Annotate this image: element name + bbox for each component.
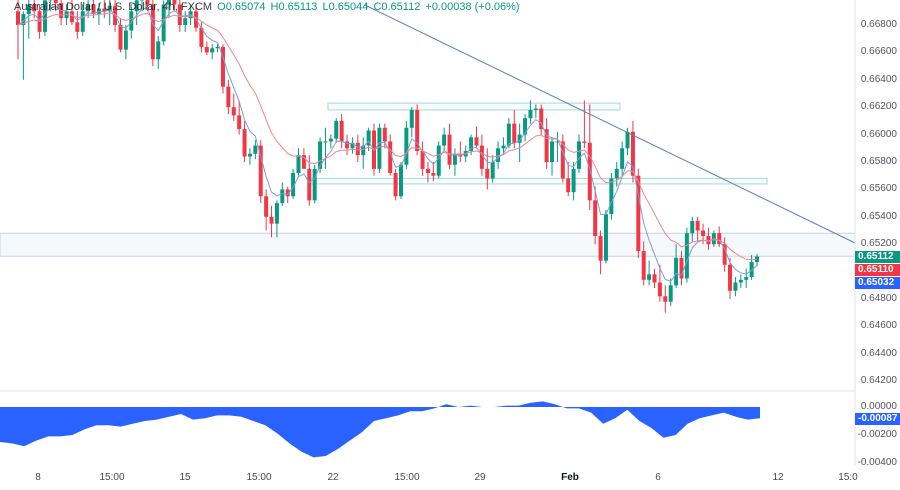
price-tag: 0.65110 [855,264,900,276]
price-axis-label: 0.65400 [860,210,897,222]
oscillator-axis-label: 0.00000 [860,401,897,412]
chart-legend: Australian Dollar / U.S. Dollar, 4h, FXC… [14,0,520,14]
price-axis-label: 0.65200 [860,238,897,250]
price-axis-label: 0.64800 [860,293,897,304]
time-axis-label: 15:0 [838,472,858,483]
oscillator-value-tag: -0.00087 [855,413,900,426]
price-tag: 0.65032 [855,277,900,289]
trendline[interactable] [364,4,856,244]
time-axis-label: 15 [179,472,191,483]
price-axis-label: 0.66800 [860,19,897,30]
time-axis-label: 15:00 [394,472,420,483]
symbol-title[interactable]: Australian Dollar / U.S. Dollar, 4h, FXC… [14,1,213,13]
price-axis-label: 0.65800 [860,156,897,167]
support-box[interactable] [309,177,768,185]
price-axis-label: 0.66200 [860,101,897,113]
legend-low: L0.65044 [322,1,369,13]
resistance-box[interactable] [327,102,621,111]
price-tag: 0.65112 [855,251,900,263]
oscillator-axis-label: -0.00400 [857,457,897,468]
legend-close: C0.65112 [373,1,421,13]
price-axis-label: 0.66400 [860,73,897,85]
range-zone[interactable] [0,232,856,257]
time-axis-label: Feb [561,472,579,483]
moving-averages [17,5,758,283]
legend-high: H0.65113 [270,1,318,13]
time-axis-label: 6 [655,472,661,483]
time-axis-label: 22 [327,472,339,483]
price-axis-label: 0.64600 [860,320,897,332]
price-axis-label: 0.65600 [860,183,897,195]
time-axis-label: 29 [474,472,486,483]
time-axis-label: 15:00 [246,472,272,483]
legend-change: +0.00038 (+0.06%) [425,1,520,13]
price-axis-label: 0.66000 [860,128,897,140]
time-axis-label: 15:00 [99,472,125,483]
legend-open: O0.65074 [217,1,266,13]
oscillator-axis-label: -0.00200 [857,429,897,440]
candles [16,0,759,313]
price-axis-label: 0.64200 [860,375,897,387]
oscillator-area [0,401,760,458]
price-axis-label: 0.64400 [860,347,897,359]
time-axis-label: 12 [772,472,784,483]
time-axis-label: 8 [35,472,41,483]
price-axis-label: 0.66600 [860,46,897,58]
